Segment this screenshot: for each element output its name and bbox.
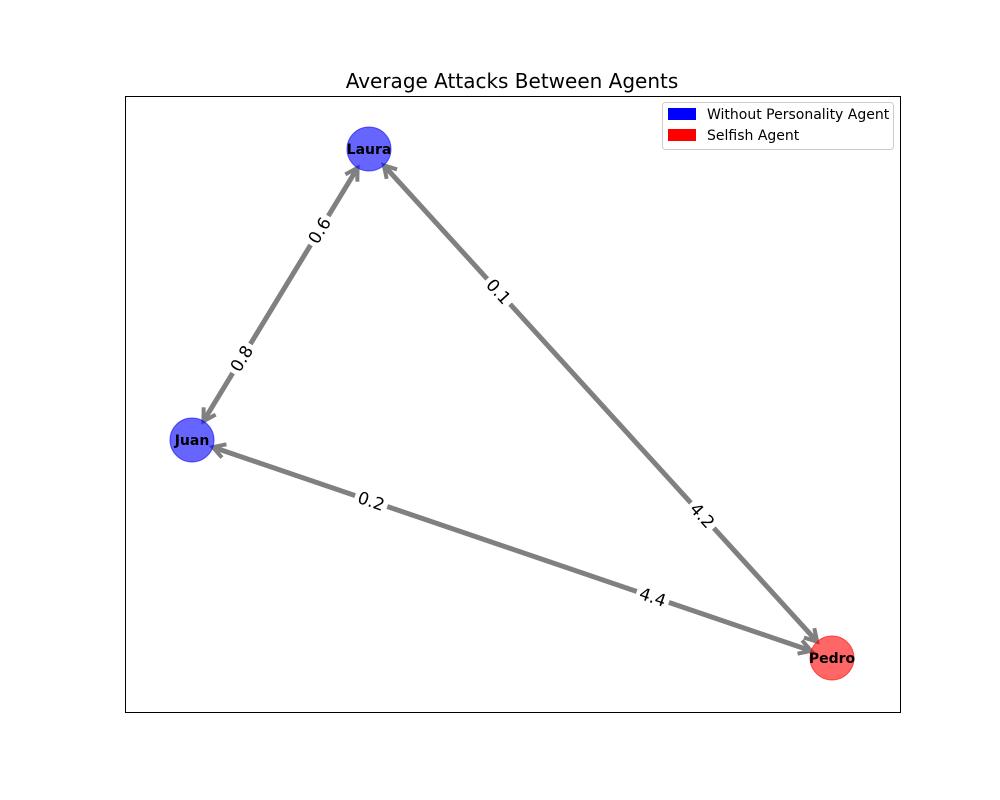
node-circle: [169, 417, 215, 463]
edges-layer: [201, 162, 820, 656]
edge-label-background: [223, 338, 260, 379]
edge-line-juan-pedro: [212, 444, 812, 654]
node-label: Pedro: [809, 651, 856, 667]
edge-label-background: [351, 485, 391, 517]
legend-box: [662, 102, 894, 150]
legend-swatch-without-personality: [668, 108, 696, 120]
node-label: Juan: [174, 433, 210, 449]
legend-label-without-personality: Without Personality Agent: [707, 107, 890, 123]
node-circle: [346, 126, 392, 172]
nodes-layer: Laura Juan Pedro: [169, 126, 856, 681]
edge-label-background: [633, 581, 673, 613]
edge-line-juan-laura: [201, 166, 360, 423]
node-laura: Laura: [346, 126, 392, 172]
legend-label-selfish: Selfish Agent: [707, 128, 800, 144]
plot-frame: [125, 96, 901, 713]
edge-label-background: [682, 495, 722, 536]
edge-line-laura-pedro: [381, 163, 820, 644]
legend-swatch-selfish: [668, 129, 696, 141]
edge-label-background: [479, 271, 519, 312]
node-pedro: Pedro: [809, 635, 856, 681]
chart-title: Average Attacks Between Agents: [346, 69, 679, 93]
node-circle: [809, 635, 855, 681]
node-juan: Juan: [169, 417, 215, 463]
legend: Without Personality Agent Selfish Agent: [662, 102, 894, 150]
node-label: Laura: [347, 142, 392, 158]
edge-label-background: [301, 210, 338, 251]
